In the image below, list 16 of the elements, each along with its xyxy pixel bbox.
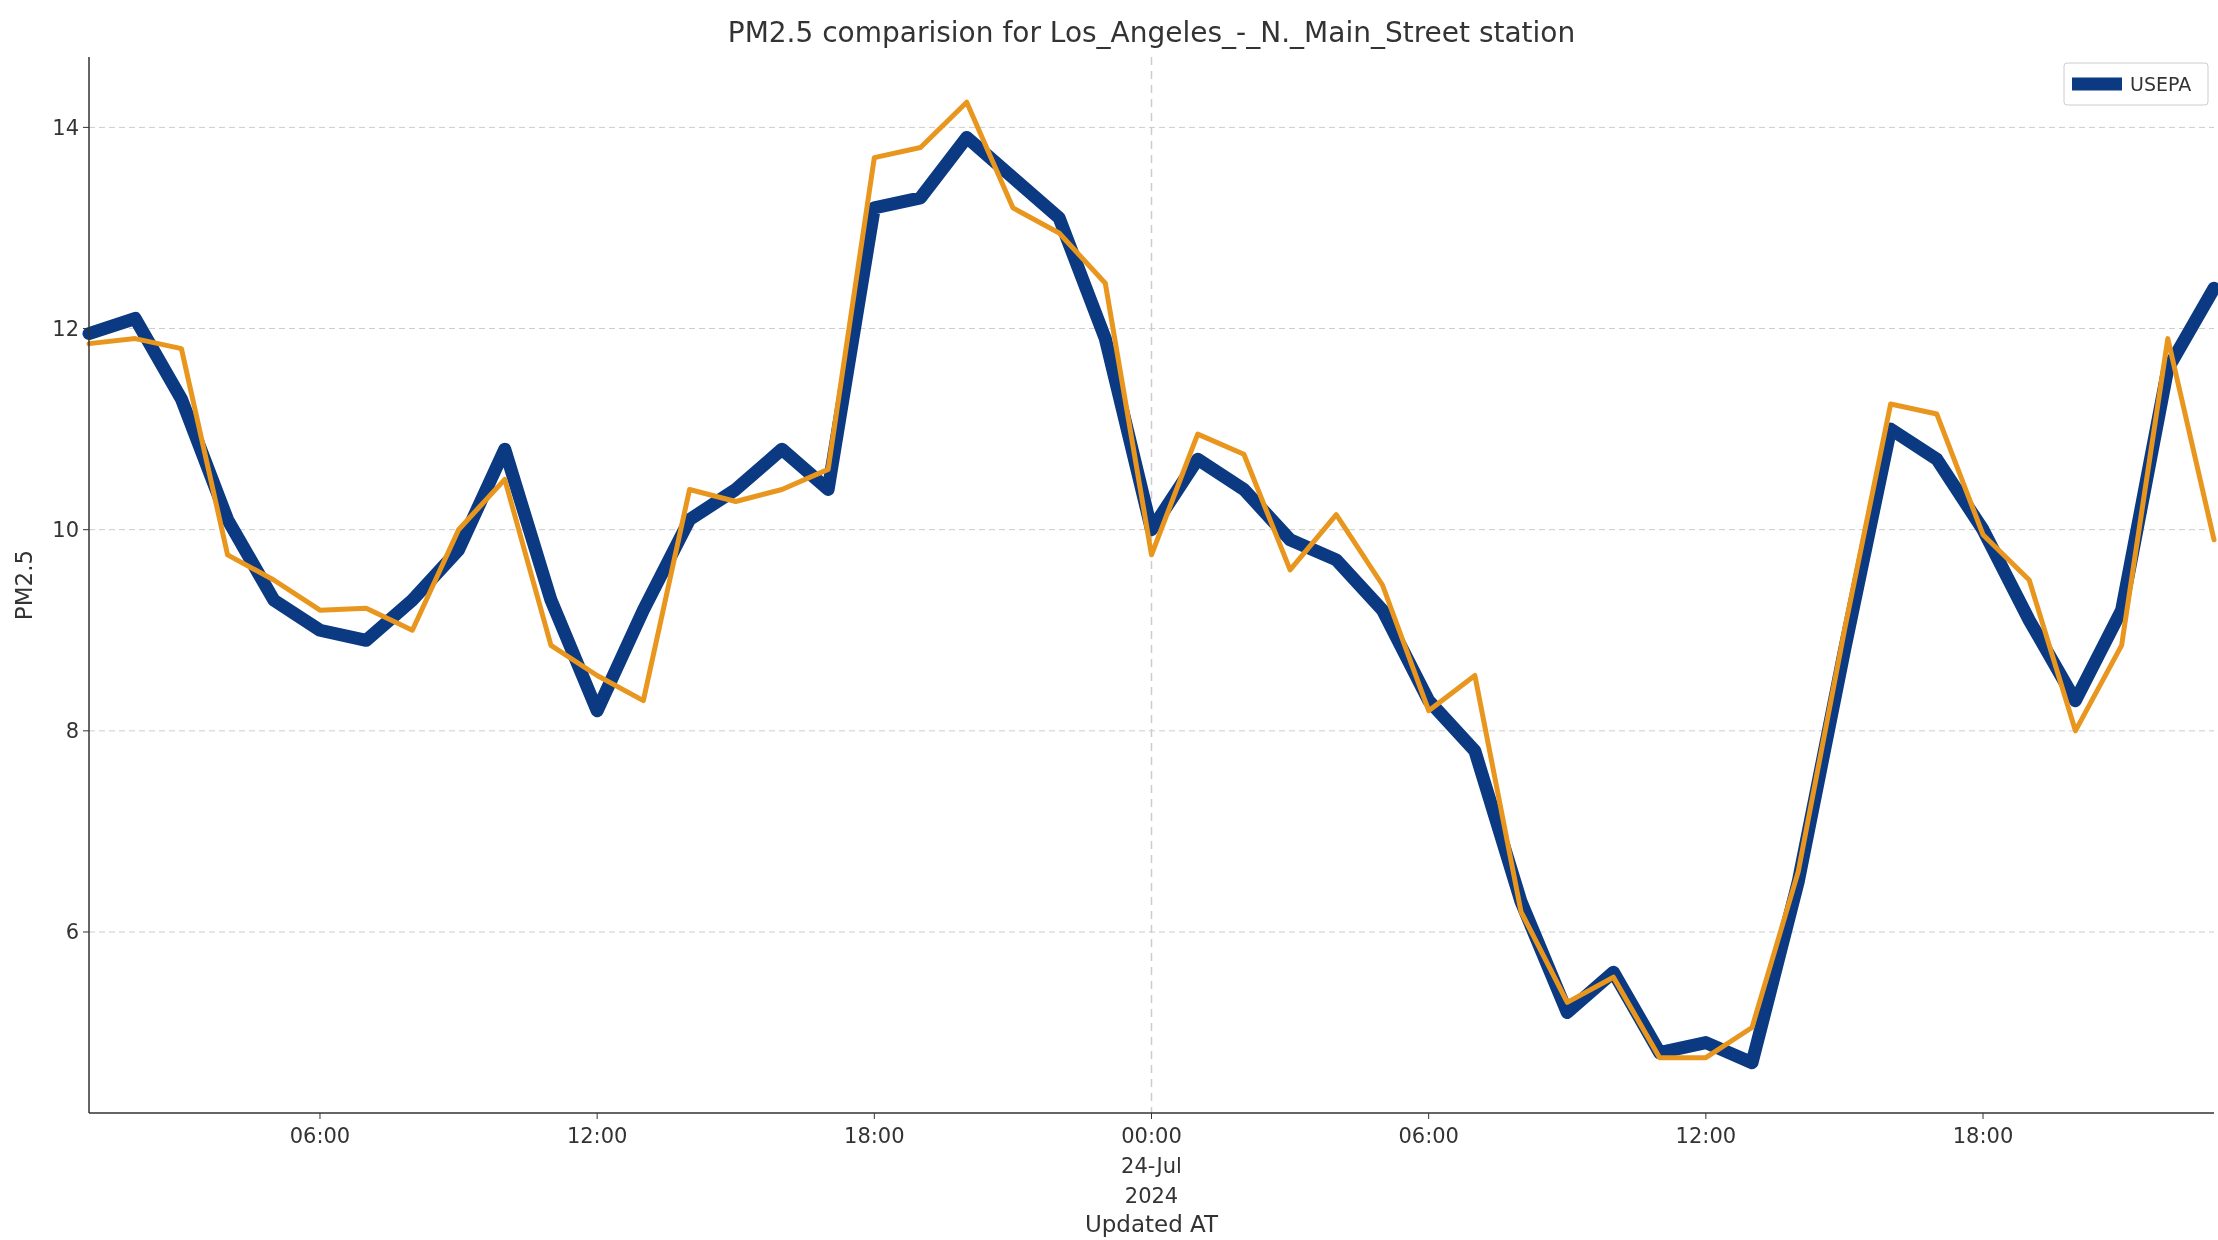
x-axis-title: Updated AT [1084,1211,1220,1237]
y-tick-label: 8 [65,719,79,744]
x-tick-label: 18:00 [844,1124,905,1148]
x-tick-label: 18:00 [1952,1124,2014,1148]
y-axis-title: PM2.5 [11,549,37,621]
x-tick-label: 06:00 [289,1124,351,1148]
y-tick-label: 12 [52,316,79,341]
x-tick-label: 06:00 [1398,1124,1459,1148]
y-tick-label: 10 [52,518,79,543]
x-tick-label: 12:00 [566,1124,628,1148]
x-tick-label: 00:00 24-Jul 2024 [1121,1124,1182,1208]
x-tick-label: 12:00 [1675,1124,1737,1148]
y-tick-label: 14 [52,115,79,140]
chart-title: PM2.5 comparision for Los_Angeles_-_N._Main_Street station [727,16,1576,49]
y-tick-label: 6 [65,920,79,945]
legend-label: USEPA [2130,72,2192,95]
